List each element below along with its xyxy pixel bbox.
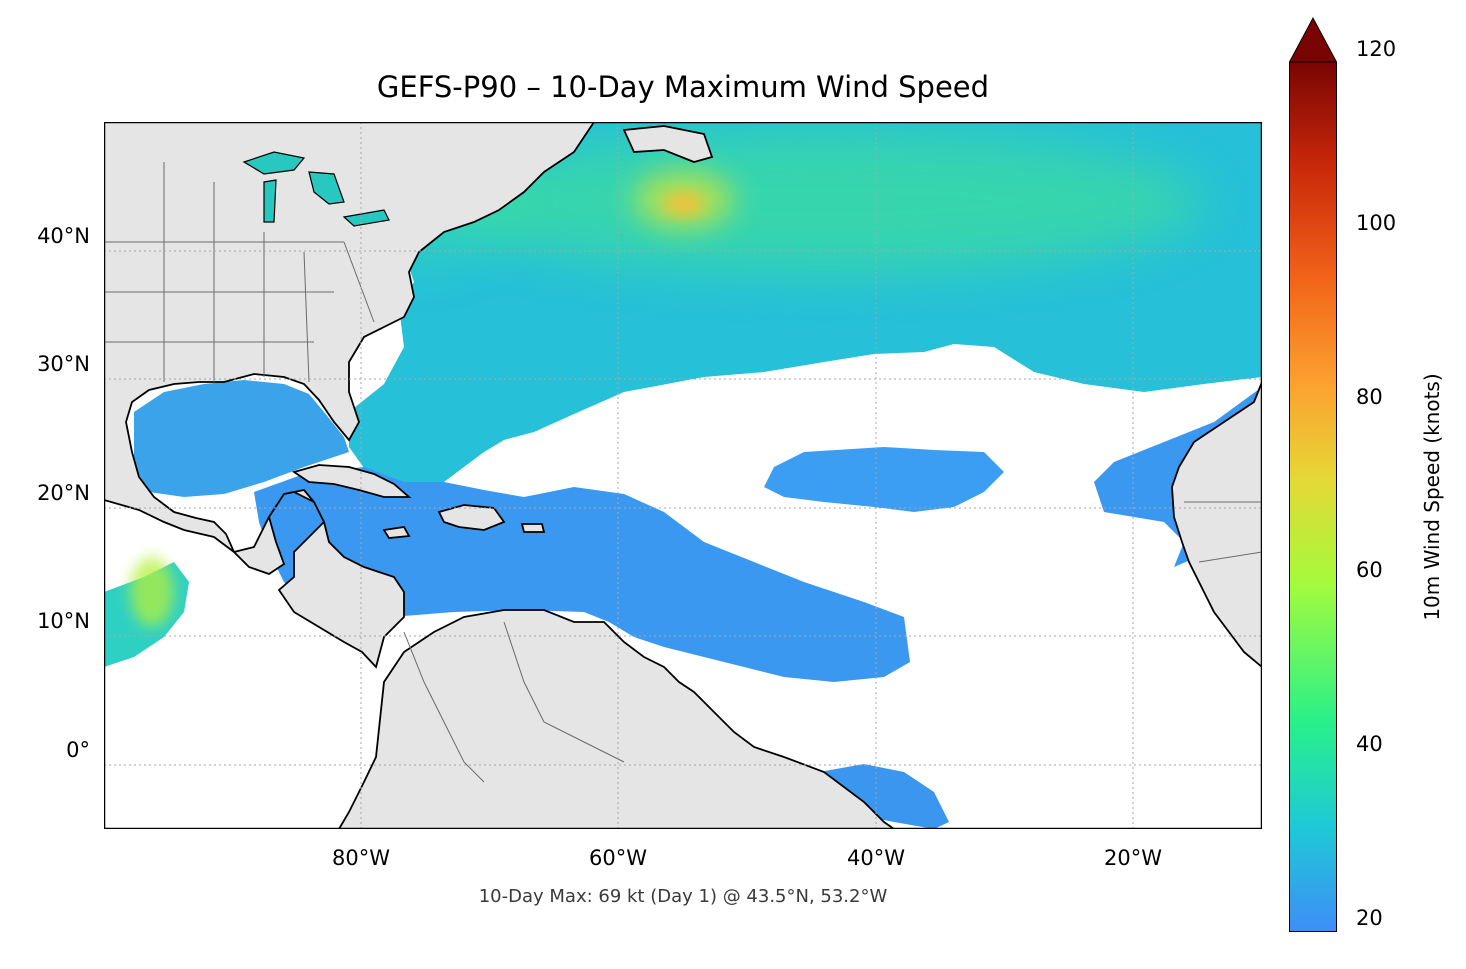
land-africa (1171, 381, 1262, 669)
land-puerto-rico (520, 523, 546, 533)
state-borders (104, 162, 1262, 783)
lon-tick-label: 80°W (332, 846, 390, 870)
lat-tick-label: 30°N (37, 352, 90, 376)
land-hispaniola (437, 504, 506, 531)
map-canvas (104, 122, 1262, 829)
wind-field-gulf (134, 380, 349, 497)
colorbar-tick-label: 60 (1356, 558, 1383, 582)
wind-field-caribbean (254, 467, 910, 682)
colorbar-gradient (1289, 61, 1337, 932)
colorbar-label: 10m Wind Speed (knots) (1420, 373, 1444, 621)
gridlines (104, 122, 1262, 829)
wind-speed-field (104, 122, 1262, 829)
lon-tick-label: 20°W (1104, 846, 1162, 870)
great-lakes (242, 151, 390, 227)
map-border (104, 122, 1262, 829)
lat-tick-label: 40°N (37, 224, 90, 248)
land-newfoundland (622, 125, 714, 163)
land-north-america (104, 122, 596, 669)
colorbar-tick-label: 120 (1356, 37, 1397, 61)
lon-tick-label: 40°W (847, 846, 905, 870)
colorbar-tick-label: 20 (1356, 906, 1383, 930)
colorbar-tick-label: 40 (1356, 732, 1383, 756)
land-cuba (291, 464, 412, 498)
colorbar-extend-arrow (1289, 16, 1337, 63)
map-panel (104, 122, 1262, 829)
lon-tick-label: 60°W (589, 846, 647, 870)
colorbar (1289, 16, 1337, 932)
land-masses (104, 122, 1262, 829)
chart-title: GEFS-P90 – 10-Day Maximum Wind Speed (376, 70, 990, 104)
colorbar-tick-label: 80 (1356, 385, 1383, 409)
lat-tick-label: 20°N (37, 481, 90, 505)
max-wind-note: 10-Day Max: 69 kt (Day 1) @ 43.5°N, 53.2… (478, 886, 888, 907)
lat-tick-label: 10°N (37, 609, 90, 633)
lat-tick-label: 0° (66, 738, 90, 762)
wind-field-central (764, 447, 1004, 512)
land-south-america (337, 609, 896, 829)
colorbar-tick-label: 100 (1356, 211, 1397, 235)
land-jamaica (382, 526, 411, 539)
